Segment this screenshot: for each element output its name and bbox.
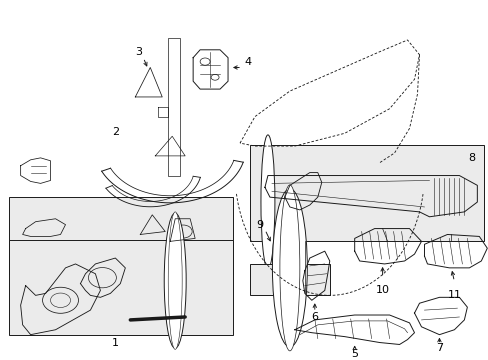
Ellipse shape — [261, 135, 274, 269]
Ellipse shape — [168, 212, 182, 350]
Bar — [168, 38, 180, 176]
Text: 10: 10 — [375, 285, 389, 296]
Text: 5: 5 — [350, 349, 357, 359]
Text: 2: 2 — [112, 127, 119, 137]
Text: 3: 3 — [135, 47, 142, 57]
Text: 6: 6 — [311, 312, 318, 322]
Text: 8: 8 — [467, 153, 474, 163]
Ellipse shape — [279, 185, 299, 351]
Bar — [9, 240, 233, 335]
Bar — [249, 145, 483, 241]
Bar — [249, 264, 329, 295]
Text: 4: 4 — [244, 57, 251, 67]
Ellipse shape — [164, 213, 186, 348]
Text: 1: 1 — [112, 338, 119, 347]
Text: 9: 9 — [256, 220, 263, 230]
Text: 7: 7 — [435, 343, 442, 354]
Text: 11: 11 — [447, 291, 461, 300]
Ellipse shape — [272, 189, 306, 347]
Bar — [9, 197, 233, 274]
